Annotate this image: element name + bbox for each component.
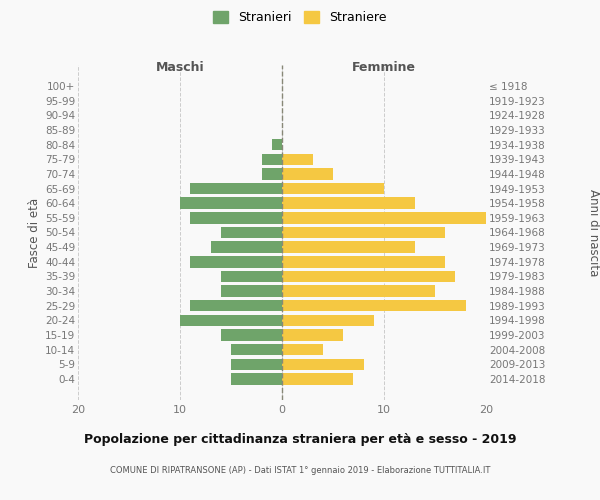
Bar — [282, 374, 353, 385]
Bar — [231, 374, 282, 385]
Bar — [282, 271, 455, 282]
Bar — [282, 330, 343, 341]
Bar — [282, 154, 313, 165]
Bar — [231, 344, 282, 356]
Bar — [221, 271, 282, 282]
Bar — [180, 314, 282, 326]
Bar — [282, 183, 384, 194]
Legend: Stranieri, Straniere: Stranieri, Straniere — [208, 6, 392, 29]
Bar — [282, 242, 415, 253]
Bar — [282, 358, 364, 370]
Bar — [282, 300, 466, 312]
Y-axis label: Anni di nascita: Anni di nascita — [587, 189, 600, 276]
Bar — [190, 256, 282, 268]
Bar — [282, 314, 374, 326]
Bar — [282, 168, 333, 179]
Bar — [190, 183, 282, 194]
Text: COMUNE DI RIPATRANSONE (AP) - Dati ISTAT 1° gennaio 2019 - Elaborazione TUTTITAL: COMUNE DI RIPATRANSONE (AP) - Dati ISTAT… — [110, 466, 490, 475]
Bar — [180, 198, 282, 209]
Bar — [282, 212, 486, 224]
Bar — [190, 212, 282, 224]
Bar — [221, 286, 282, 297]
Bar — [262, 154, 282, 165]
Bar — [282, 256, 445, 268]
Text: Popolazione per cittadinanza straniera per età e sesso - 2019: Popolazione per cittadinanza straniera p… — [84, 432, 516, 446]
Y-axis label: Fasce di età: Fasce di età — [28, 198, 41, 268]
Bar — [282, 198, 415, 209]
Bar — [262, 168, 282, 179]
Bar — [272, 139, 282, 150]
Bar — [282, 286, 435, 297]
Bar — [190, 300, 282, 312]
Bar — [282, 344, 323, 356]
Bar — [211, 242, 282, 253]
Bar — [221, 227, 282, 238]
Bar — [231, 358, 282, 370]
Text: Femmine: Femmine — [352, 61, 416, 74]
Bar — [282, 227, 445, 238]
Text: Maschi: Maschi — [155, 61, 205, 74]
Bar — [221, 330, 282, 341]
